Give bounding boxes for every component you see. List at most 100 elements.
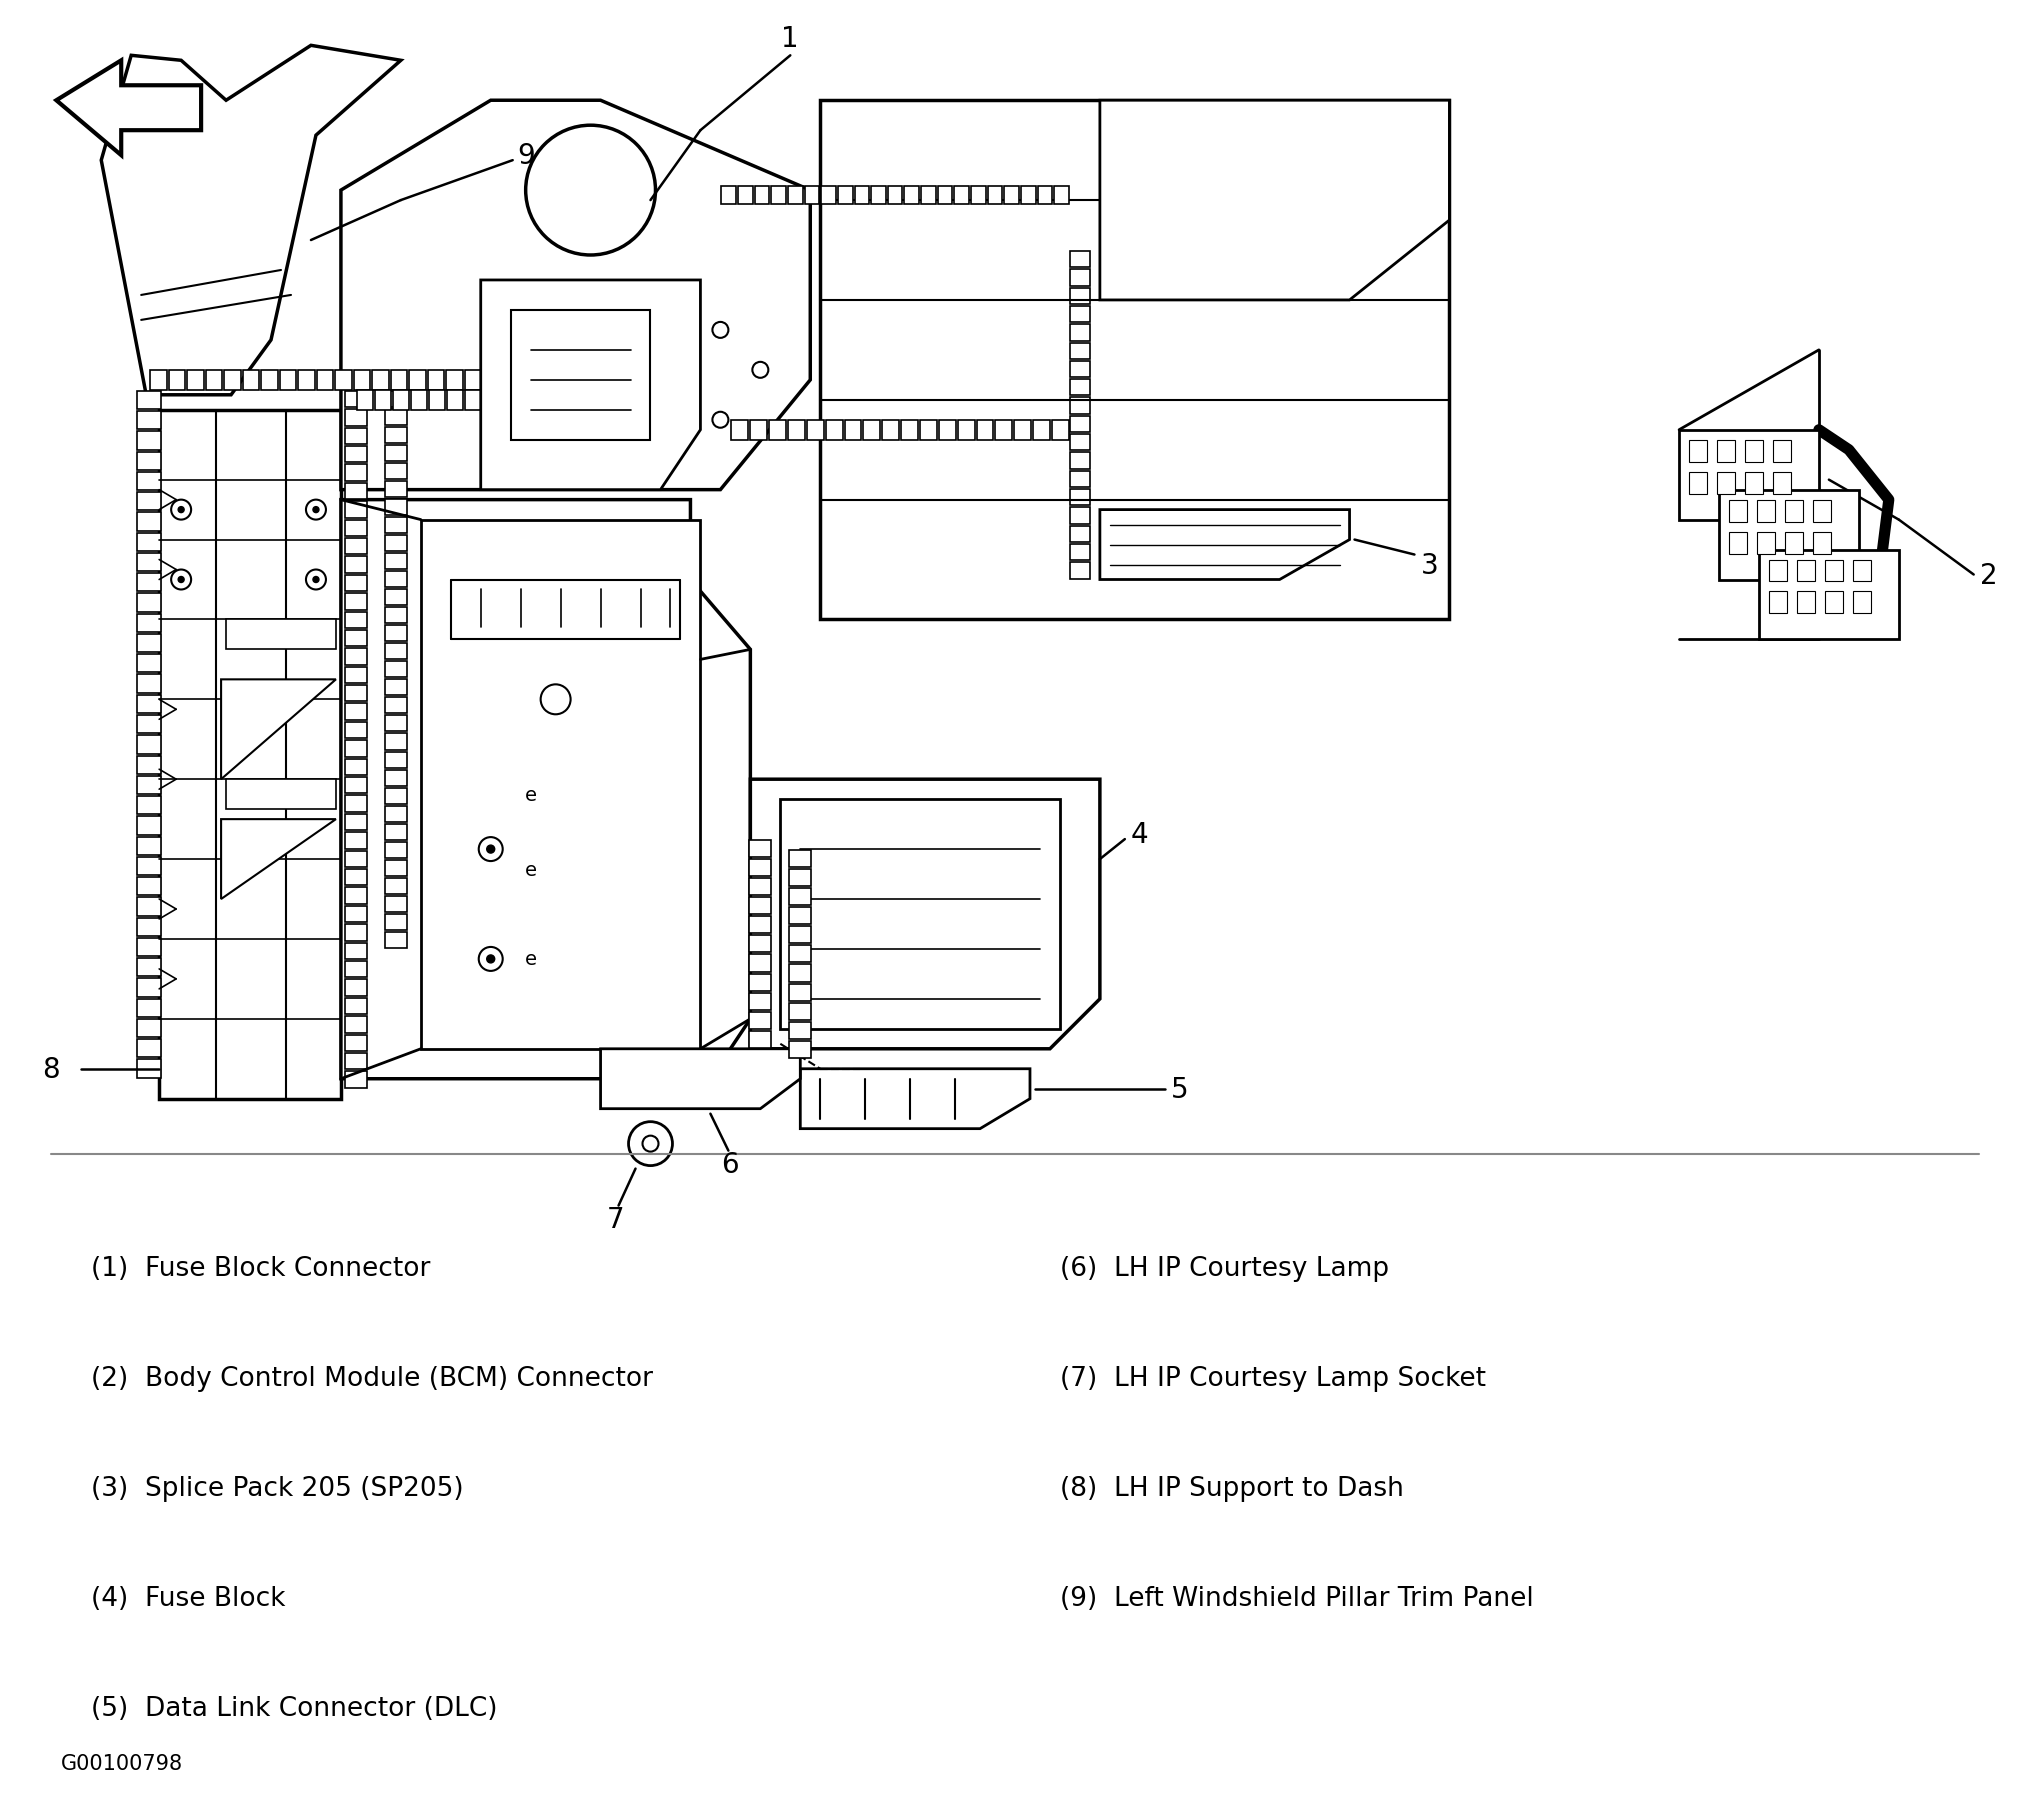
Text: 6: 6 xyxy=(722,1150,739,1177)
Polygon shape xyxy=(1798,591,1814,615)
Polygon shape xyxy=(1069,417,1090,434)
Polygon shape xyxy=(341,102,810,490)
Polygon shape xyxy=(739,187,753,205)
Polygon shape xyxy=(799,1068,1031,1128)
Polygon shape xyxy=(138,756,160,775)
Polygon shape xyxy=(1759,550,1899,640)
Polygon shape xyxy=(138,1039,160,1058)
Polygon shape xyxy=(138,958,160,978)
Polygon shape xyxy=(1069,508,1090,524)
Polygon shape xyxy=(386,410,408,426)
Polygon shape xyxy=(722,187,737,205)
Polygon shape xyxy=(789,965,812,981)
Polygon shape xyxy=(1069,307,1090,323)
Polygon shape xyxy=(386,805,408,822)
Polygon shape xyxy=(1037,187,1053,205)
Polygon shape xyxy=(138,1000,160,1018)
Polygon shape xyxy=(749,860,771,876)
Polygon shape xyxy=(345,1036,367,1052)
Polygon shape xyxy=(1069,343,1090,359)
Polygon shape xyxy=(806,187,820,205)
Polygon shape xyxy=(730,421,749,441)
Polygon shape xyxy=(138,412,160,430)
Polygon shape xyxy=(341,501,751,1079)
Polygon shape xyxy=(1729,501,1747,522)
Polygon shape xyxy=(1021,187,1035,205)
Polygon shape xyxy=(870,187,887,205)
Polygon shape xyxy=(345,392,367,408)
Polygon shape xyxy=(138,878,160,896)
Polygon shape xyxy=(345,410,367,426)
Polygon shape xyxy=(1053,421,1069,441)
Polygon shape xyxy=(519,390,536,410)
Polygon shape xyxy=(221,820,337,900)
Polygon shape xyxy=(1069,399,1090,415)
Polygon shape xyxy=(243,370,260,390)
Polygon shape xyxy=(345,943,367,960)
Polygon shape xyxy=(168,370,185,390)
Polygon shape xyxy=(1773,441,1792,463)
Polygon shape xyxy=(428,390,444,410)
Polygon shape xyxy=(138,392,160,410)
Polygon shape xyxy=(386,644,408,660)
Polygon shape xyxy=(1769,591,1788,615)
Polygon shape xyxy=(601,1048,799,1108)
Polygon shape xyxy=(386,662,408,678)
Polygon shape xyxy=(1717,472,1735,495)
Circle shape xyxy=(312,508,319,513)
Polygon shape xyxy=(138,736,160,755)
Polygon shape xyxy=(789,907,812,925)
Circle shape xyxy=(312,577,319,582)
Polygon shape xyxy=(345,668,367,684)
Polygon shape xyxy=(345,686,367,702)
Polygon shape xyxy=(386,571,408,588)
Polygon shape xyxy=(789,983,812,1001)
Polygon shape xyxy=(345,778,367,795)
Text: (9)  Left Windshield Pillar Trim Panel: (9) Left Windshield Pillar Trim Panel xyxy=(1059,1585,1534,1611)
Polygon shape xyxy=(1069,361,1090,377)
Polygon shape xyxy=(1786,501,1804,522)
Polygon shape xyxy=(1824,561,1842,582)
Polygon shape xyxy=(820,102,1449,620)
Polygon shape xyxy=(921,187,935,205)
Polygon shape xyxy=(787,421,806,441)
Text: (1)  Fuse Block Connector: (1) Fuse Block Connector xyxy=(91,1255,430,1282)
Polygon shape xyxy=(158,410,341,1099)
Polygon shape xyxy=(501,390,517,410)
Polygon shape xyxy=(386,590,408,606)
Circle shape xyxy=(487,956,495,963)
Polygon shape xyxy=(1069,544,1090,561)
Polygon shape xyxy=(1069,435,1090,452)
Polygon shape xyxy=(1100,102,1449,301)
Polygon shape xyxy=(751,421,767,441)
Polygon shape xyxy=(749,840,771,858)
Polygon shape xyxy=(826,421,842,441)
Text: (4)  Fuse Block: (4) Fuse Block xyxy=(91,1585,286,1611)
Polygon shape xyxy=(317,370,333,390)
Polygon shape xyxy=(138,816,160,834)
Polygon shape xyxy=(386,446,408,463)
Polygon shape xyxy=(386,464,408,479)
Polygon shape xyxy=(101,47,402,395)
Polygon shape xyxy=(1717,441,1735,463)
Polygon shape xyxy=(420,521,700,1048)
Polygon shape xyxy=(1069,325,1090,341)
Polygon shape xyxy=(749,974,771,990)
Polygon shape xyxy=(905,187,919,205)
Polygon shape xyxy=(1069,526,1090,542)
Polygon shape xyxy=(386,535,408,551)
Polygon shape xyxy=(138,836,160,856)
Polygon shape xyxy=(345,502,367,519)
Polygon shape xyxy=(345,961,367,978)
Polygon shape xyxy=(386,842,408,858)
Polygon shape xyxy=(538,390,554,410)
Circle shape xyxy=(179,508,185,513)
Polygon shape xyxy=(410,370,426,390)
Polygon shape xyxy=(789,851,812,867)
Text: e: e xyxy=(526,785,536,804)
Polygon shape xyxy=(57,62,201,156)
Polygon shape xyxy=(574,390,590,410)
Polygon shape xyxy=(386,896,408,912)
Polygon shape xyxy=(138,918,160,936)
Polygon shape xyxy=(386,517,408,533)
